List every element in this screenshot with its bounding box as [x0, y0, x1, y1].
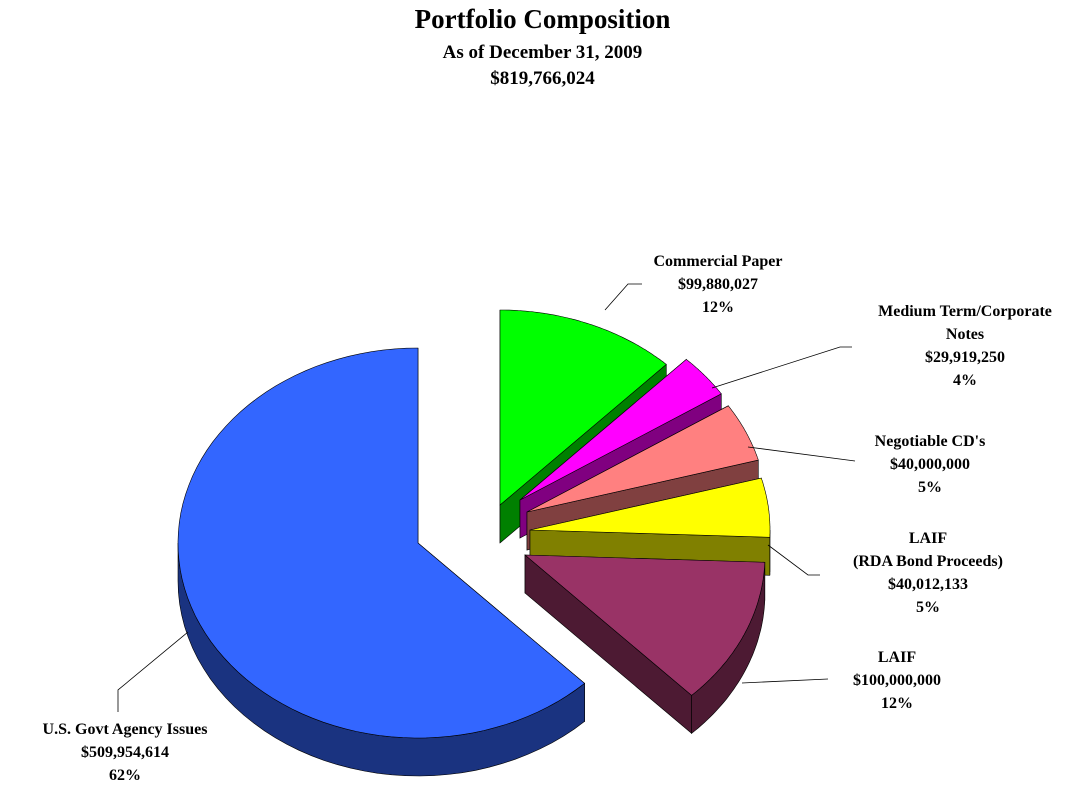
category-label: Medium Term/Corporate Notes [878, 303, 1052, 343]
category-label: LAIF [877, 649, 917, 666]
slice [499, 309, 667, 506]
percent-label: 12% [702, 299, 734, 316]
leader-line [604, 283, 642, 311]
value-label: $40,012,133 [888, 576, 968, 593]
percent-label: 62% [109, 767, 141, 784]
chart-subtitle: As of December 31, 2009 [442, 42, 643, 63]
value-label: $509,954,614 [81, 744, 169, 761]
percent-label: 4% [953, 372, 977, 389]
slice [526, 405, 759, 513]
slice [524, 554, 766, 696]
category-label: Commercial Paper [653, 253, 783, 270]
slice [519, 359, 722, 501]
slice [529, 477, 771, 538]
data-label: LAIF (RDA Bond Proceeds) $40,012,133 5% [808, 527, 1048, 619]
category-label: Negotiable CD's [874, 433, 986, 450]
value-label: $99,880,027 [678, 276, 758, 293]
percent-label: 5% [916, 599, 940, 616]
leader-line [741, 678, 829, 684]
leader-line [767, 544, 820, 576]
data-label: U.S. Govt Agency Issues $509,954,614 62% [5, 718, 245, 787]
data-label: Negotiable CD's $40,000,000 5% [810, 430, 1050, 499]
slice [177, 347, 586, 739]
leader-line [711, 346, 852, 389]
category-label: LAIF (RDA Bond Proceeds) [853, 530, 1003, 570]
percent-label: 5% [918, 479, 942, 496]
leader-line [747, 446, 856, 462]
leader-line [117, 631, 189, 712]
data-label: LAIF $100,000,000 12% [777, 646, 1017, 715]
data-label: Commercial Paper $99,880,027 12% [598, 250, 838, 319]
category-label: U.S. Govt Agency Issues [42, 721, 208, 738]
chart-total: $819,766,024 [490, 68, 595, 89]
chart-title: Portfolio Composition [414, 4, 671, 34]
data-label: Medium Term/Corporate Notes $29,919,250 4% [845, 300, 1085, 392]
percent-label: 12% [881, 695, 913, 712]
value-label: $40,000,000 [890, 456, 970, 473]
value-label: $29,919,250 [925, 349, 1005, 366]
value-label: $100,000,000 [853, 672, 941, 689]
